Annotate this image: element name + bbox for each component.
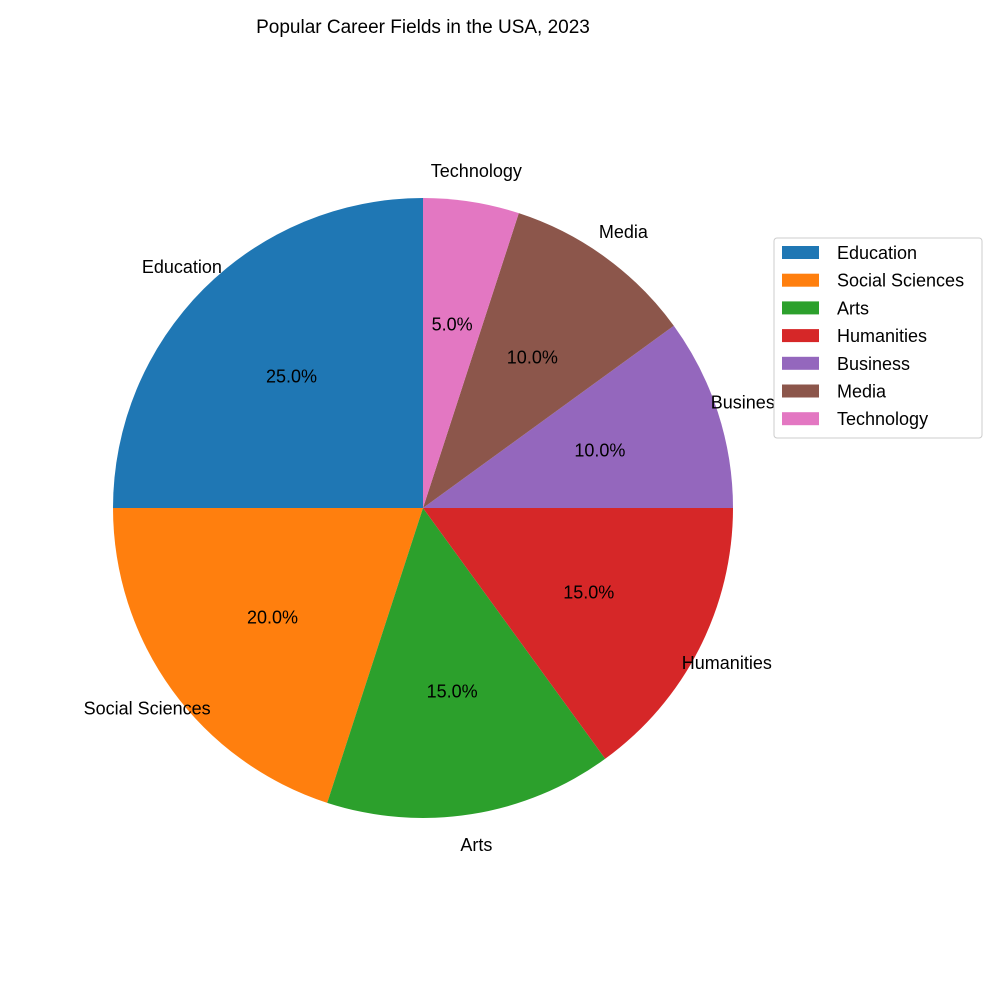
chart-title: Popular Career Fields in the USA, 2023 xyxy=(256,17,590,38)
legend-label-business: Business xyxy=(837,354,910,374)
slice-label-media: Media xyxy=(599,222,649,242)
legend-swatch-technology xyxy=(782,412,819,426)
percent-label-social-sciences: 20.0% xyxy=(247,607,298,627)
slice-label-social-sciences: Social Sciences xyxy=(84,698,211,718)
legend-label-media: Media xyxy=(837,382,887,402)
slice-arts xyxy=(327,508,606,818)
percent-label-technology: 5.0% xyxy=(432,314,473,334)
percent-label-humanities: 15.0% xyxy=(563,582,614,602)
slice-education xyxy=(113,198,423,508)
legend-swatch-humanities xyxy=(782,329,819,343)
legend-frame xyxy=(773,237,983,439)
legend-label-social-sciences: Social Sciences xyxy=(837,271,964,291)
legend-label-humanities: Humanities xyxy=(837,326,927,346)
slice-label-business: Business xyxy=(711,393,784,413)
slice-label-technology: Technology xyxy=(431,161,522,181)
slice-social-sciences xyxy=(113,508,423,803)
legend-label-technology: Technology xyxy=(837,409,928,429)
legend-swatch-business xyxy=(782,356,819,370)
percent-label-media: 10.0% xyxy=(507,348,558,368)
pie-labels: 25.0% Education 20.0% Social Sciences 15.0% A… xyxy=(84,161,784,855)
legend-swatch-arts xyxy=(782,301,819,315)
percent-label-education: 25.0% xyxy=(266,366,317,386)
legend-label-arts: Arts xyxy=(837,298,869,318)
pie-slices xyxy=(113,198,733,818)
legend-swatch-social-sciences xyxy=(782,273,819,287)
slice-technology xyxy=(423,198,519,508)
slice-label-education: Education xyxy=(142,257,222,277)
slice-label-arts: Arts xyxy=(460,835,492,855)
slice-media xyxy=(423,213,674,508)
slice-label-humanities: Humanities xyxy=(682,653,772,673)
slice-business xyxy=(423,325,733,508)
legend-swatch-media xyxy=(782,384,819,398)
percent-label-business: 10.0% xyxy=(574,441,625,461)
slice-humanities xyxy=(423,508,733,759)
percent-label-arts: 15.0% xyxy=(427,682,478,702)
legend-swatch-education xyxy=(782,246,819,259)
legend-items: Education Social Sciences Arts Humanities Bu… xyxy=(782,243,964,429)
legend-label-education: Education xyxy=(837,243,917,263)
legend: Education Social Sciences Arts Humanities Bu… xyxy=(773,237,983,439)
